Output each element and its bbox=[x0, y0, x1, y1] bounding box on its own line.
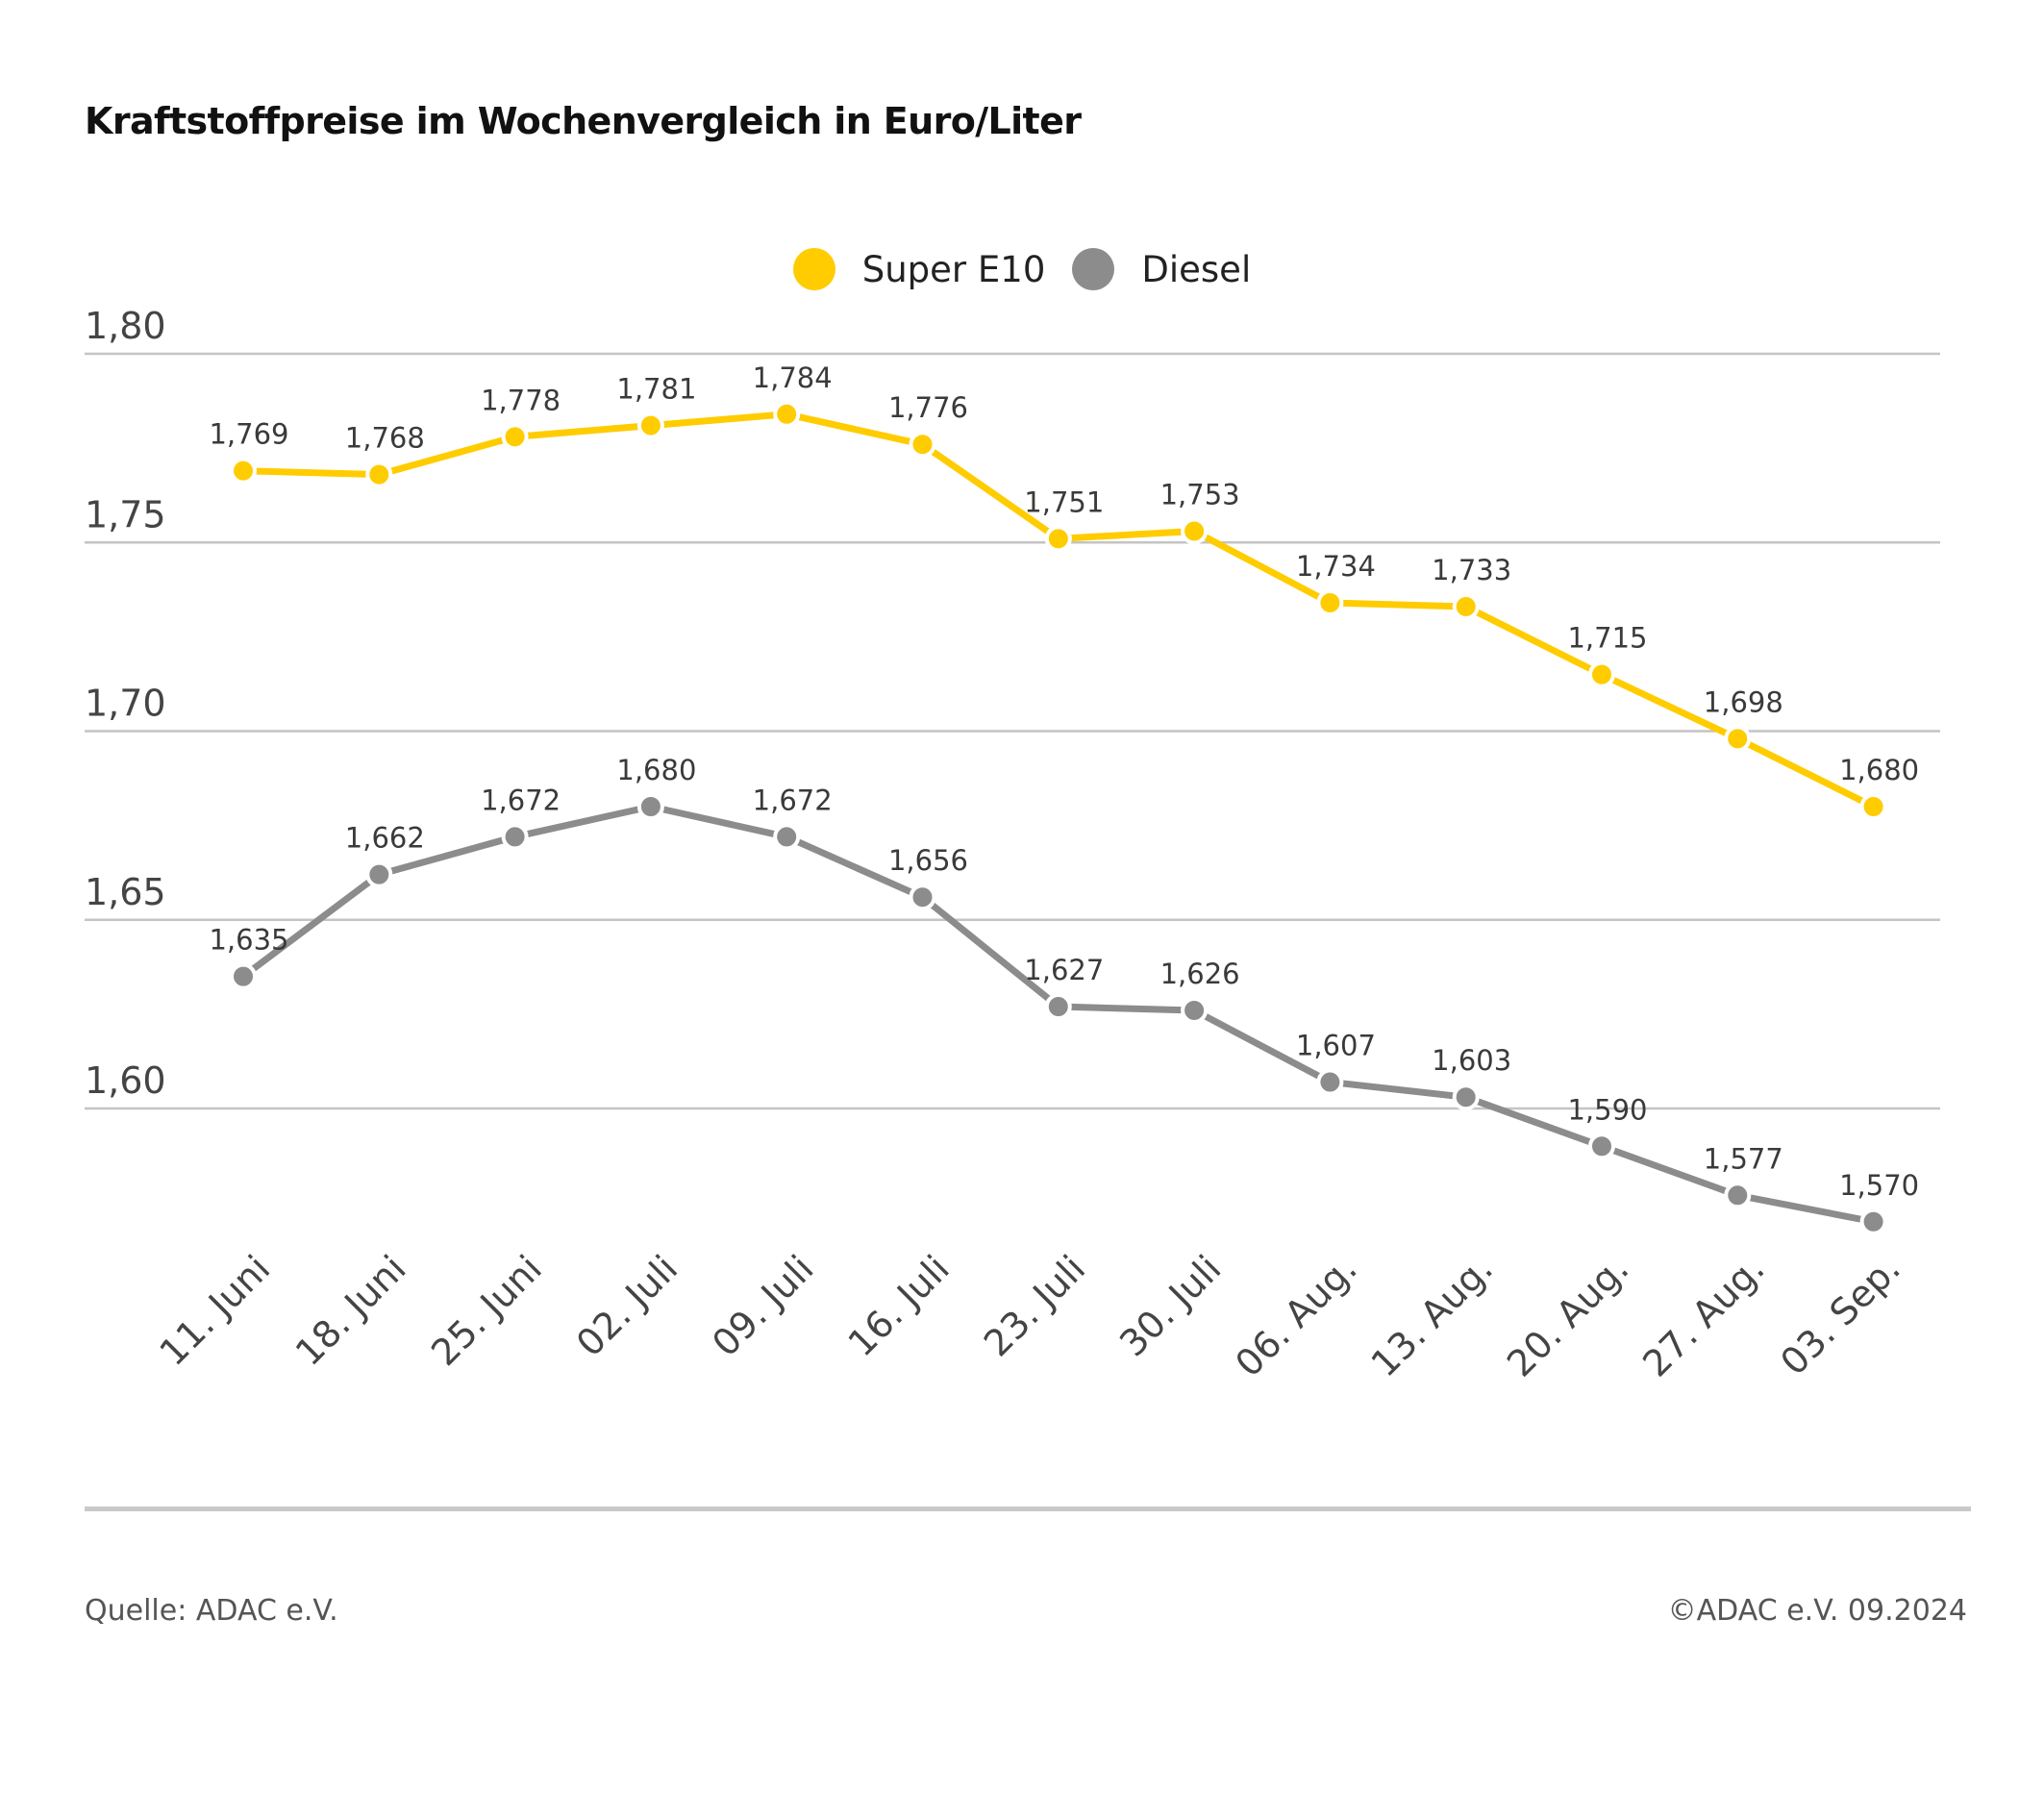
data-label: 1,577 bbox=[1704, 1142, 1783, 1175]
data-point bbox=[909, 431, 936, 459]
data-point bbox=[636, 793, 664, 820]
data-label: 1,626 bbox=[1160, 958, 1240, 990]
x-tick-label: 20. Aug. bbox=[1499, 1247, 1636, 1384]
data-point bbox=[1452, 1083, 1480, 1111]
data-point bbox=[1452, 592, 1480, 620]
data-point bbox=[1181, 517, 1209, 545]
data-point bbox=[501, 423, 529, 451]
data-label: 1,656 bbox=[888, 844, 968, 877]
data-label: 1,753 bbox=[1160, 478, 1240, 511]
copyright-note: ©ADAC e.V. 09.2024 bbox=[1667, 1594, 1967, 1628]
data-label: 1,751 bbox=[1024, 486, 1104, 518]
x-tick-label: 02. Juli bbox=[568, 1247, 685, 1364]
data-label: 1,607 bbox=[1296, 1030, 1376, 1062]
x-tick-label: 18. Juni bbox=[287, 1247, 414, 1374]
data-label: 1,784 bbox=[753, 361, 833, 394]
data-label: 1,698 bbox=[1704, 685, 1783, 718]
data-label: 1,715 bbox=[1567, 622, 1647, 655]
data-label: 1,769 bbox=[209, 418, 288, 451]
x-tick-label: 03. Sep. bbox=[1772, 1247, 1908, 1383]
x-tick-label: 25. Juni bbox=[423, 1247, 550, 1374]
data-label: 1,680 bbox=[1839, 754, 1919, 786]
footer-divider bbox=[85, 1507, 1971, 1511]
x-tick-label: 16. Juli bbox=[840, 1247, 958, 1364]
data-label: 1,776 bbox=[888, 391, 968, 424]
legend-item-super-e10: Super E10 bbox=[792, 248, 1046, 290]
data-label: 1,662 bbox=[345, 822, 425, 855]
data-point bbox=[365, 860, 393, 888]
data-point bbox=[1588, 1133, 1615, 1160]
data-point bbox=[773, 823, 801, 851]
data-label: 1,672 bbox=[753, 784, 833, 816]
data-point bbox=[909, 884, 936, 911]
data-point bbox=[636, 411, 664, 439]
data-label: 1,734 bbox=[1296, 550, 1376, 583]
series-line bbox=[239, 411, 1878, 810]
data-point bbox=[1724, 725, 1752, 753]
data-label: 1,680 bbox=[616, 754, 696, 786]
data-label: 1,590 bbox=[1567, 1093, 1647, 1126]
x-tick-label: 30. Juli bbox=[1111, 1247, 1229, 1364]
data-label: 1,778 bbox=[481, 384, 561, 416]
data-label: 1,672 bbox=[481, 784, 561, 816]
data-point bbox=[773, 400, 801, 428]
data-point bbox=[1316, 1068, 1344, 1096]
legend-item-diesel: Diesel bbox=[1072, 248, 1251, 290]
data-point bbox=[1044, 525, 1072, 553]
data-label: 1,603 bbox=[1432, 1044, 1511, 1077]
line-chart: 1,60 1,65 1,70 1,75 1,80 11. Juni 18. Juni 25. … bbox=[85, 305, 1940, 1385]
data-label: 1,627 bbox=[1024, 954, 1104, 986]
data-label: 1,768 bbox=[345, 422, 425, 455]
data-label: 1,570 bbox=[1839, 1169, 1919, 1202]
data-point bbox=[1181, 996, 1209, 1024]
legend-label-super-e10: Super E10 bbox=[861, 248, 1046, 290]
data-point bbox=[1044, 993, 1072, 1021]
data-point bbox=[1724, 1182, 1752, 1209]
data-point bbox=[365, 461, 393, 488]
data-label: 1,781 bbox=[616, 373, 696, 406]
data-point bbox=[230, 962, 257, 990]
x-tick-label: 27. Aug. bbox=[1634, 1247, 1772, 1384]
y-tick-label: 1,80 bbox=[85, 305, 166, 347]
legend-marker-diesel bbox=[1072, 248, 1115, 290]
x-tick-label: 06. Aug. bbox=[1227, 1247, 1364, 1384]
legend-label-diesel: Diesel bbox=[1141, 248, 1252, 290]
x-tick-label: 09. Juli bbox=[704, 1247, 821, 1364]
data-label: 1,635 bbox=[209, 924, 288, 957]
data-point bbox=[1859, 793, 1887, 820]
y-tick-label: 1,65 bbox=[85, 871, 166, 913]
data-point bbox=[1859, 1208, 1887, 1235]
y-tick-label: 1,70 bbox=[85, 683, 166, 725]
source-note: Quelle: ADAC e.V. bbox=[85, 1594, 338, 1628]
data-point bbox=[1588, 660, 1615, 688]
x-tick-label: 23. Juli bbox=[976, 1247, 1093, 1364]
data-label: 1,733 bbox=[1432, 554, 1511, 586]
y-tick-label: 1,60 bbox=[85, 1059, 166, 1102]
chart-legend: Super E10 Diesel bbox=[0, 248, 2044, 290]
data-point bbox=[230, 457, 257, 485]
x-tick-label: 11. Juni bbox=[152, 1247, 279, 1374]
legend-marker-super-e10 bbox=[792, 248, 835, 290]
x-tick-label: 13. Aug. bbox=[1363, 1247, 1501, 1384]
data-point bbox=[501, 823, 529, 851]
data-point bbox=[1316, 589, 1344, 617]
y-tick-label: 1,75 bbox=[85, 493, 166, 535]
chart-title: Kraftstoffpreise im Wochenvergleich in E… bbox=[85, 100, 1082, 142]
